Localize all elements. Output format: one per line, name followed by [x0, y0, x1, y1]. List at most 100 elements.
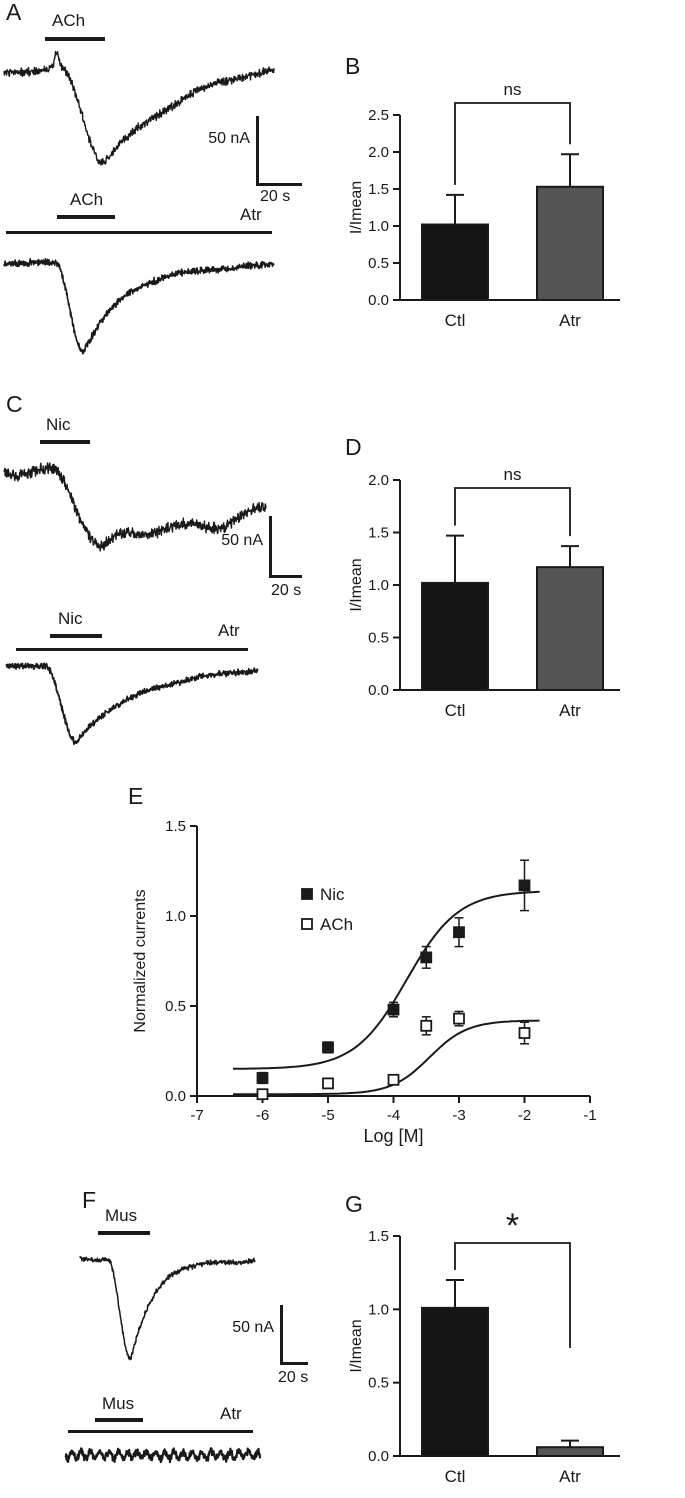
- drug-application-label: Mus: [105, 1206, 138, 1225]
- legend-marker-open-square: [301, 918, 313, 930]
- bar-atr: [536, 1446, 604, 1458]
- scalebar-vertical: [280, 1305, 283, 1365]
- bar-chart-ach-atropine: 0.0 0.5 1.0 1.5 2.0 2.5 I/Imean Ctl Atr ns: [348, 80, 620, 330]
- significance-label: ns: [504, 80, 522, 99]
- current-trace-blocker: [5, 662, 259, 746]
- bar-chart-nicotine-atropine: 0.0 0.5 1.0 1.5 2.0 I/Imean Ctl Atr ns: [348, 465, 620, 720]
- y-tick-label: 2.0: [368, 472, 389, 489]
- current-trace-blocker: [3, 257, 275, 355]
- scalebar-current-label: 50 nA: [221, 532, 263, 549]
- scalebar-vertical: [269, 516, 272, 578]
- bar-chart-muscarine-atropine: 0.0 0.5 1.0 1.5 I/Imean Ctl Atr *: [348, 1207, 620, 1486]
- significance-label: ns: [504, 465, 522, 484]
- marker-open-square: [256, 1088, 269, 1101]
- marker-filled-square: [256, 1072, 269, 1084]
- marker-filled-square: [518, 879, 531, 892]
- y-tick-label: 1.0: [368, 1301, 389, 1318]
- legend-marker-filled-square: [301, 888, 313, 900]
- y-tick-label: 1.0: [165, 908, 186, 925]
- y-axis-label: I/Imean: [348, 181, 365, 234]
- x-tick-label: -4: [387, 1107, 400, 1124]
- x-category-label: Atr: [559, 701, 581, 720]
- y-tick-label: 1.5: [165, 818, 186, 835]
- x-category-label: Atr: [559, 311, 581, 330]
- x-category-label: Ctl: [445, 1467, 466, 1486]
- panel-C: C Nic 50 nA 20 s Nic Atr: [0, 390, 330, 785]
- y-tick-label: 1.5: [368, 525, 389, 542]
- panel-label-A: A: [6, 0, 22, 25]
- panel-D: D 0.0 0.5 1.0 1.5 2.0 I/Imean Ctl Atr ns: [335, 430, 685, 730]
- marker-open-square: [420, 1019, 433, 1032]
- panel-A: A ACh 50 nA 20 s ACh Atr: [0, 0, 330, 385]
- x-tick-label: -1: [583, 1107, 596, 1124]
- current-trace: [79, 1256, 256, 1361]
- y-tick-label: 0.5: [165, 998, 186, 1015]
- panel-G: G 0.0 0.5 1.0 1.5 I/Imean Ctl Atr *: [335, 1188, 685, 1498]
- y-tick-label: 0.0: [368, 682, 389, 699]
- legend-label: Nic: [320, 885, 345, 904]
- scalebar-horizontal: [280, 1362, 308, 1365]
- x-tick-label: -3: [452, 1107, 465, 1124]
- marker-filled-square: [387, 1003, 400, 1016]
- current-trace: [64, 1447, 262, 1464]
- scalebar-time-label: 20 s: [278, 1369, 309, 1386]
- dose-response-chart: -7 -6 -5 -4 -3 -2 -1 0.0 0.5 1.0 1.5 Log [M] Normali…: [132, 818, 597, 1146]
- significance-bracket: [454, 487, 571, 537]
- bar-ctl: [421, 581, 489, 691]
- y-tick-label: 2.0: [368, 144, 389, 161]
- y-tick-label: 0.0: [368, 1448, 389, 1465]
- blocker-label: Atr: [220, 1404, 242, 1423]
- drug-application-bar: [95, 1418, 143, 1422]
- current-trace-blocker: [64, 1447, 262, 1464]
- y-axis-label: I/Imean: [348, 558, 365, 611]
- y-tick-label: 1.5: [368, 181, 389, 198]
- scalebar-horizontal: [269, 575, 302, 578]
- y-tick-label: 0.5: [368, 630, 389, 647]
- y-axis-label: I/Imean: [348, 1319, 365, 1372]
- drug-application-label: ACh: [70, 190, 104, 209]
- scalebar-vertical: [256, 116, 259, 186]
- current-trace-control: [3, 462, 267, 552]
- fit-curve-nic: [232, 890, 540, 1070]
- scalebar-horizontal: [256, 183, 302, 186]
- x-tick-label: -7: [190, 1107, 203, 1124]
- marker-open-square: [322, 1077, 334, 1090]
- marker-filled-square: [322, 1041, 334, 1054]
- drug-application-label: ACh: [52, 11, 86, 30]
- scalebar-current-label: 50 nA: [208, 130, 250, 147]
- current-trace: [5, 662, 259, 746]
- bar-ctl: [421, 1306, 489, 1457]
- drug-application-bar: [50, 634, 102, 638]
- drug-application-bar: [98, 1231, 150, 1235]
- x-category-label: Atr: [559, 1467, 581, 1486]
- x-tick-label: -2: [518, 1107, 531, 1124]
- y-tick-label: 0.0: [368, 292, 389, 309]
- bar-atr: [536, 185, 604, 301]
- blocker-application-line: [68, 1430, 253, 1433]
- current-trace-control: [79, 1256, 256, 1361]
- current-trace-control: [3, 50, 275, 166]
- significance-bracket: [454, 102, 571, 185]
- blocker-label: Atr: [240, 205, 262, 224]
- drug-application-label: Nic: [58, 609, 83, 628]
- x-category-label: Ctl: [445, 311, 466, 330]
- y-axis-label: Normalized currents: [132, 889, 149, 1032]
- legend-label: ACh: [320, 915, 353, 934]
- panel-F: F Mus 50 nA 20 s Mus Atr: [60, 1185, 390, 1498]
- marker-filled-square: [420, 951, 433, 964]
- x-tick-label: -6: [256, 1107, 269, 1124]
- significance-bracket: [454, 1242, 571, 1348]
- drug-application-bar: [57, 215, 115, 219]
- marker-open-square: [453, 1012, 465, 1025]
- bar-ctl: [421, 223, 489, 302]
- drug-application-bar: [45, 37, 105, 41]
- marker-open-square: [387, 1073, 400, 1086]
- scalebar-time-label: 20 s: [260, 188, 291, 205]
- panel-label-F: F: [82, 1187, 97, 1213]
- panel-E: E -7 -6 -5 -4 -3 -2 -1 0.0 0.5 1.0 1.5 Log [M] Norma…: [115, 782, 670, 1177]
- blocker-label: Atr: [218, 621, 240, 640]
- y-tick-label: 0.5: [368, 1375, 389, 1392]
- y-tick-label: 0.0: [165, 1088, 186, 1105]
- y-tick-label: 1.0: [368, 577, 389, 594]
